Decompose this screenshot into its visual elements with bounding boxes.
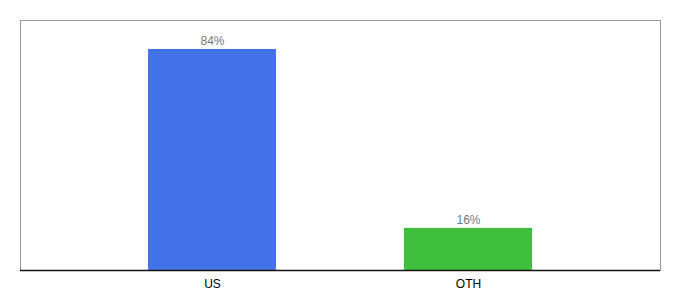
svg-text:US: US (204, 277, 221, 291)
svg-text:OTH: OTH (456, 277, 481, 291)
svg-text:84%: 84% (200, 34, 224, 48)
svg-text:16%: 16% (456, 213, 480, 227)
